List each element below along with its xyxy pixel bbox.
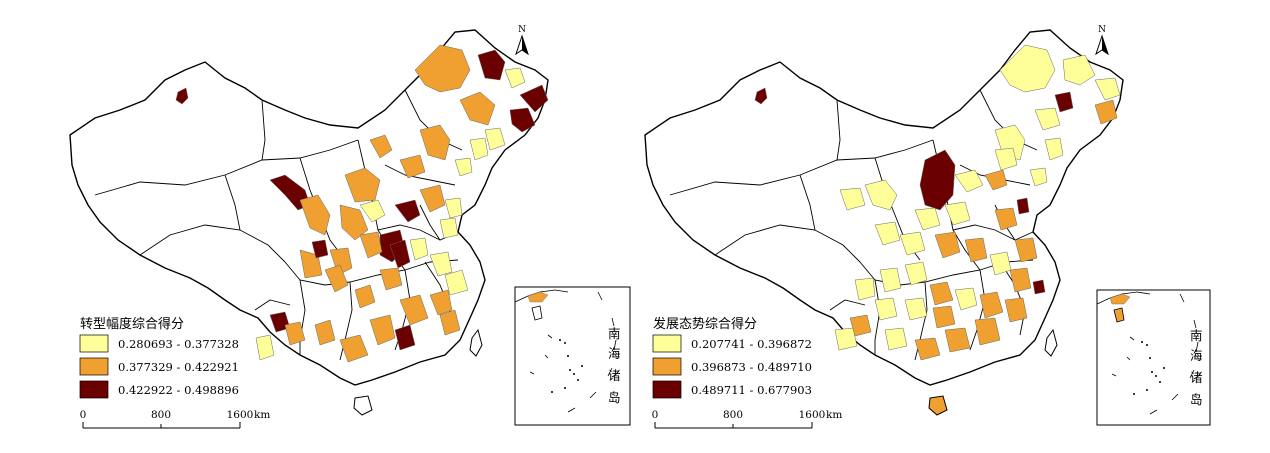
hainan-island: [928, 395, 948, 416]
legend-label-mid: 0.377329 - 0.422921: [118, 360, 239, 374]
north-label: N: [518, 25, 526, 35]
legend-swatch-high: [652, 380, 682, 399]
legend-label-mid: 0.396873 - 0.489710: [691, 360, 812, 374]
prefecture-fills: [754, 44, 1121, 361]
legend-label-high: 0.489711 - 0.677903: [691, 383, 812, 397]
inset-label-char-3: 诸: [1190, 370, 1203, 385]
scale-tick-0: 0: [652, 409, 659, 421]
inset-label-char-2: 海: [608, 346, 621, 361]
inset-label-char-4: 岛: [608, 390, 621, 405]
legend-swatch-low: [79, 334, 109, 353]
hainan-island: [353, 395, 373, 416]
map-canvas: N 转型幅度综合得分 0.280693 - 0.377328 0.377329 …: [69, 25, 631, 429]
scale-unit: km: [826, 409, 842, 421]
legend-swatch-high: [79, 380, 109, 399]
inset-label-char-4: 岛: [1190, 392, 1203, 407]
inset-label-char-3: 诸: [608, 368, 621, 383]
north-arrow: N: [515, 25, 529, 56]
scale-tick-800: 800: [723, 409, 743, 421]
inset-label-char-1: 南: [608, 326, 621, 341]
north-arrow: N: [1095, 25, 1109, 56]
scale-unit: km: [254, 409, 270, 421]
legend-label-low: 0.207741 - 0.396872: [691, 337, 812, 351]
map-panel-transformation: N 转型幅度综合得分 0.280693 - 0.377328 0.377329 …: [0, 0, 635, 449]
legend-label-high: 0.422922 - 0.498896: [118, 383, 239, 397]
map-canvas: N 发展态势综合得分 0.207741 - 0.396872 0.396873 …: [644, 25, 1211, 429]
legend-swatch-mid: [79, 357, 109, 376]
scale-tick-0: 0: [80, 409, 87, 421]
taiwan-island: [1044, 328, 1058, 357]
scale-tick-800: 800: [151, 409, 171, 421]
north-label: N: [1098, 25, 1106, 35]
legend-swatch-mid: [652, 357, 682, 376]
scale-tick-1600: 1600: [227, 409, 254, 421]
map-panel-development: N 发展态势综合得分 0.207741 - 0.396872 0.396873 …: [635, 0, 1270, 449]
prefecture-fills: [175, 44, 549, 363]
legend-label-low: 0.280693 - 0.377328: [118, 337, 239, 351]
inset-south-china-sea: 南 海 诸 岛: [514, 286, 631, 426]
legend-title: 转型幅度综合得分: [80, 316, 184, 332]
inset-label-char-1: 南: [1190, 328, 1203, 343]
inset-south-china-sea: 南 海 诸 岛: [1096, 289, 1211, 426]
scale-tick-1600: 1600: [799, 409, 826, 421]
taiwan-island: [469, 328, 483, 357]
scale-bar: 0 800 1600 km: [80, 409, 270, 429]
legend-swatch-low: [652, 334, 682, 353]
inset-label-char-2: 海: [1190, 348, 1203, 363]
legend-title: 发展态势综合得分: [653, 316, 757, 332]
scale-bar: 0 800 1600 km: [652, 409, 842, 429]
